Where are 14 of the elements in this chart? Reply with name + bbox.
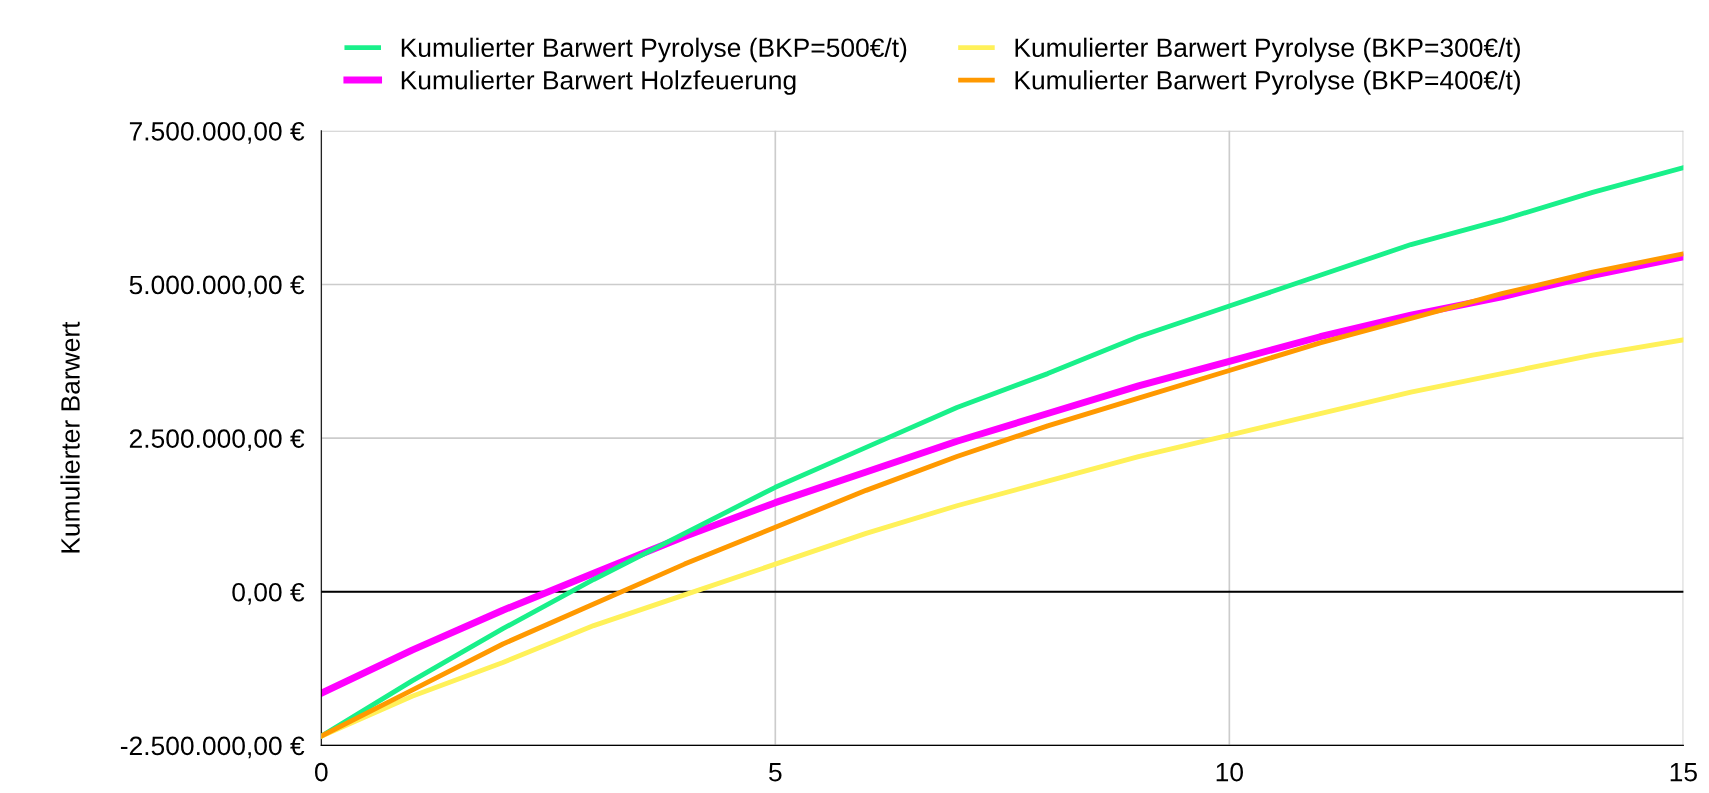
y-axis-title: Kumulierter Barwert xyxy=(60,321,80,553)
y-tick-label: 5.000.000,00 € xyxy=(129,275,305,298)
legend-label: Kumulierter Barwert Pyrolyse (BKP=300€/t) xyxy=(1015,37,1520,63)
legend-label: Kumulierter Barwert Pyrolyse (BKP=400€/t) xyxy=(1015,70,1520,95)
x-tick-label: 15 xyxy=(1670,763,1697,782)
y-tick-label: 0,00 € xyxy=(232,582,305,605)
x-tick-label: 10 xyxy=(1216,762,1243,782)
y-tick-label: 7.500.000,00 € xyxy=(129,121,305,144)
x-tick-label: 5 xyxy=(769,763,782,782)
y-tick-label: -2.500.000,00 € xyxy=(120,736,305,759)
legend-label: Kumulierter Barwert Pyrolyse (BKP=500€/t) xyxy=(401,37,907,63)
legend-label: Kumulierter Barwert Holzfeuerung xyxy=(401,70,796,95)
x-tick-label: 0 xyxy=(314,762,328,782)
y-tick-label: 2.500.000,00 € xyxy=(129,429,305,452)
